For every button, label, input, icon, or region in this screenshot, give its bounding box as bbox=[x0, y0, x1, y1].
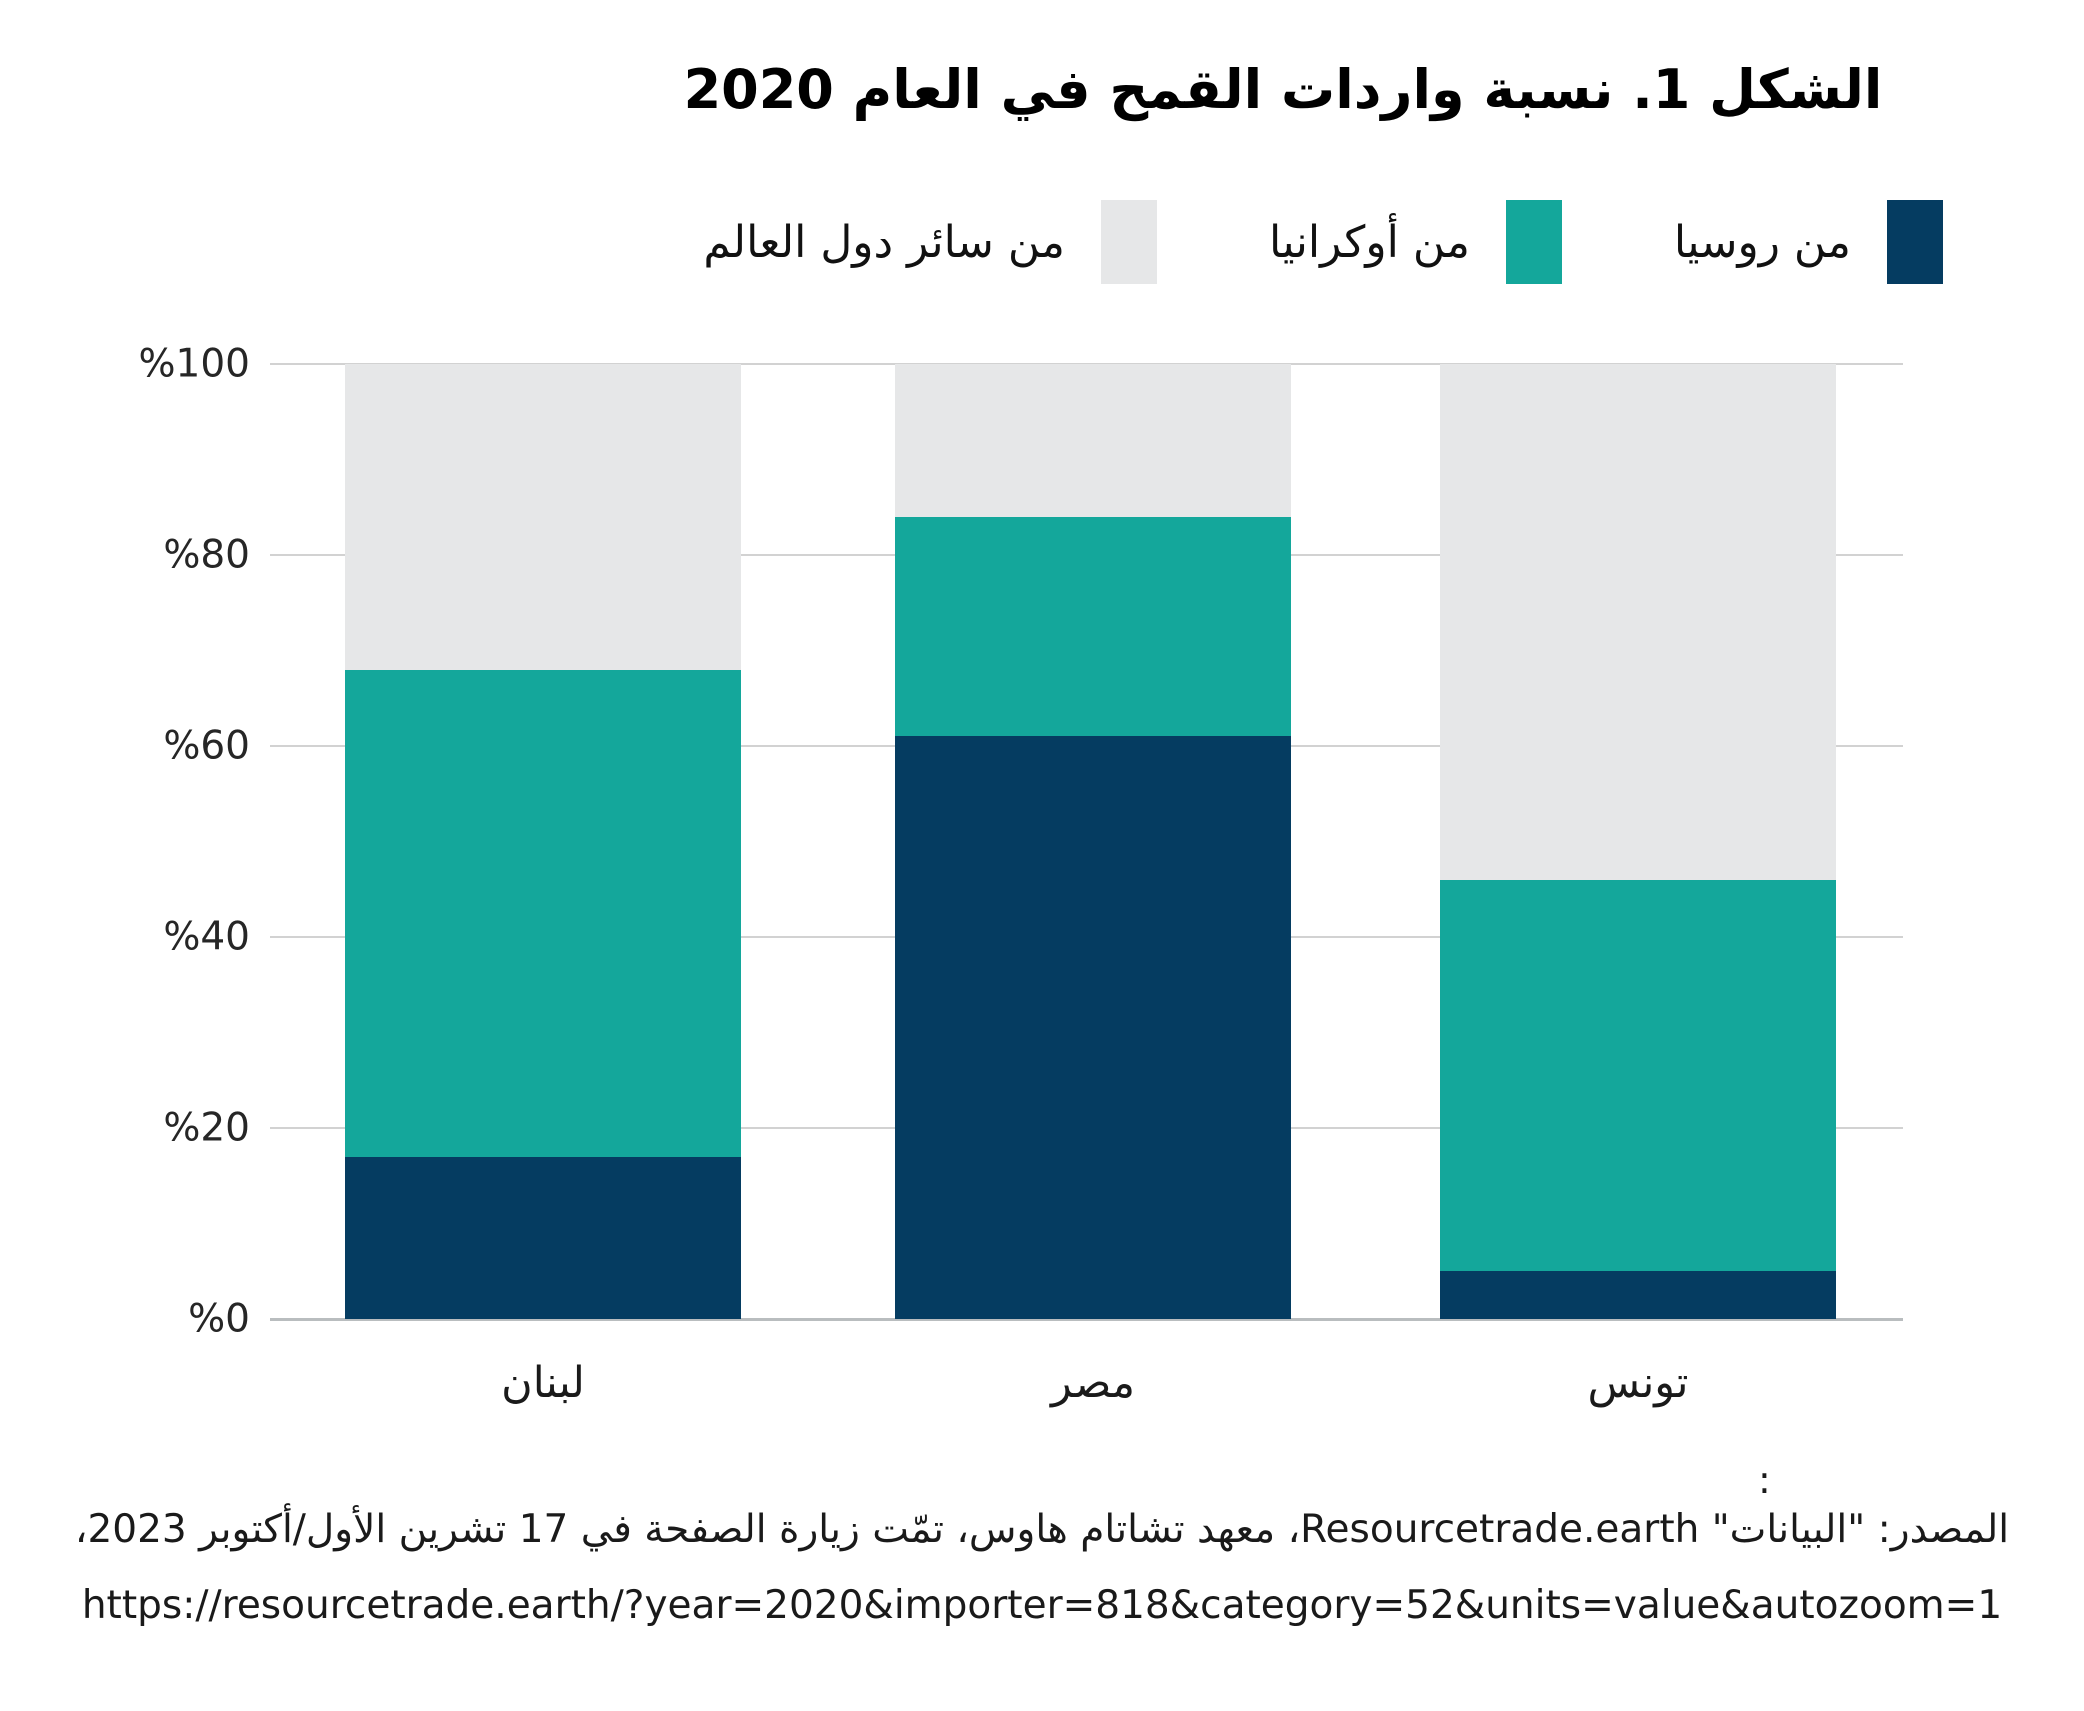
bar-segment-world bbox=[345, 364, 741, 670]
legend-item-russia: من روسيا bbox=[1674, 200, 1943, 284]
x-axis-label-tunisia: تونس bbox=[1587, 1358, 1689, 1408]
gridline bbox=[270, 363, 1903, 365]
bar-segment-russia bbox=[895, 736, 1291, 1319]
y-axis-tick-label: %100 bbox=[138, 341, 251, 387]
bar-egypt bbox=[895, 364, 1291, 1319]
legend-swatch-world bbox=[1100, 200, 1157, 284]
source-url: https://resourcetrade.earth/?year=2020&i… bbox=[81, 1583, 2003, 1629]
legend-label-ukraine: من أوكرانيا bbox=[1268, 216, 1470, 268]
orphan-colon: : bbox=[1758, 1458, 1771, 1502]
y-axis-tick-label: %60 bbox=[163, 723, 250, 769]
legend-label-russia: من روسيا bbox=[1673, 216, 1851, 268]
y-axis-tick-label: %20 bbox=[163, 1105, 250, 1151]
legend: من روسيا من أوكرانيا من سائر دول العالم bbox=[703, 200, 1943, 284]
chart-title: الشكل 1. نسبة واردات القمح في العام 2020 bbox=[683, 58, 1883, 121]
legend-item-ukraine: من أوكرانيا bbox=[1269, 200, 1562, 284]
y-axis-tick-label: %40 bbox=[163, 914, 250, 960]
bar-segment-ukraine bbox=[895, 516, 1291, 737]
bar-segment-ukraine bbox=[1440, 879, 1836, 1272]
bar-segment-ukraine bbox=[345, 669, 741, 1157]
legend-label-world: من سائر دول العالم bbox=[703, 216, 1065, 268]
bar-segment-russia bbox=[345, 1156, 741, 1319]
gridline bbox=[270, 1318, 1903, 1321]
bar-tunisia bbox=[1440, 364, 1836, 1319]
source-block: المصدر: "البيانات" Resourcetrade.earth، … bbox=[40, 1492, 2044, 1644]
bar-lebanon bbox=[345, 364, 741, 1319]
legend-swatch-ukraine bbox=[1505, 200, 1562, 284]
legend-swatch-russia bbox=[1887, 200, 1943, 284]
bar-segment-world bbox=[895, 364, 1291, 517]
bar-segment-russia bbox=[1440, 1271, 1836, 1319]
legend-item-world: من سائر دول العالم bbox=[703, 200, 1157, 284]
y-axis-tick-label: %80 bbox=[163, 532, 250, 578]
x-axis-label-lebanon: لبنان bbox=[501, 1358, 585, 1408]
x-axis-label-egypt: مصر bbox=[1050, 1358, 1136, 1408]
source-line-1: المصدر: "البيانات" Resourcetrade.earth، … bbox=[74, 1507, 2010, 1552]
y-axis-tick-label: %0 bbox=[188, 1296, 250, 1342]
bar-segment-world bbox=[1440, 364, 1836, 880]
